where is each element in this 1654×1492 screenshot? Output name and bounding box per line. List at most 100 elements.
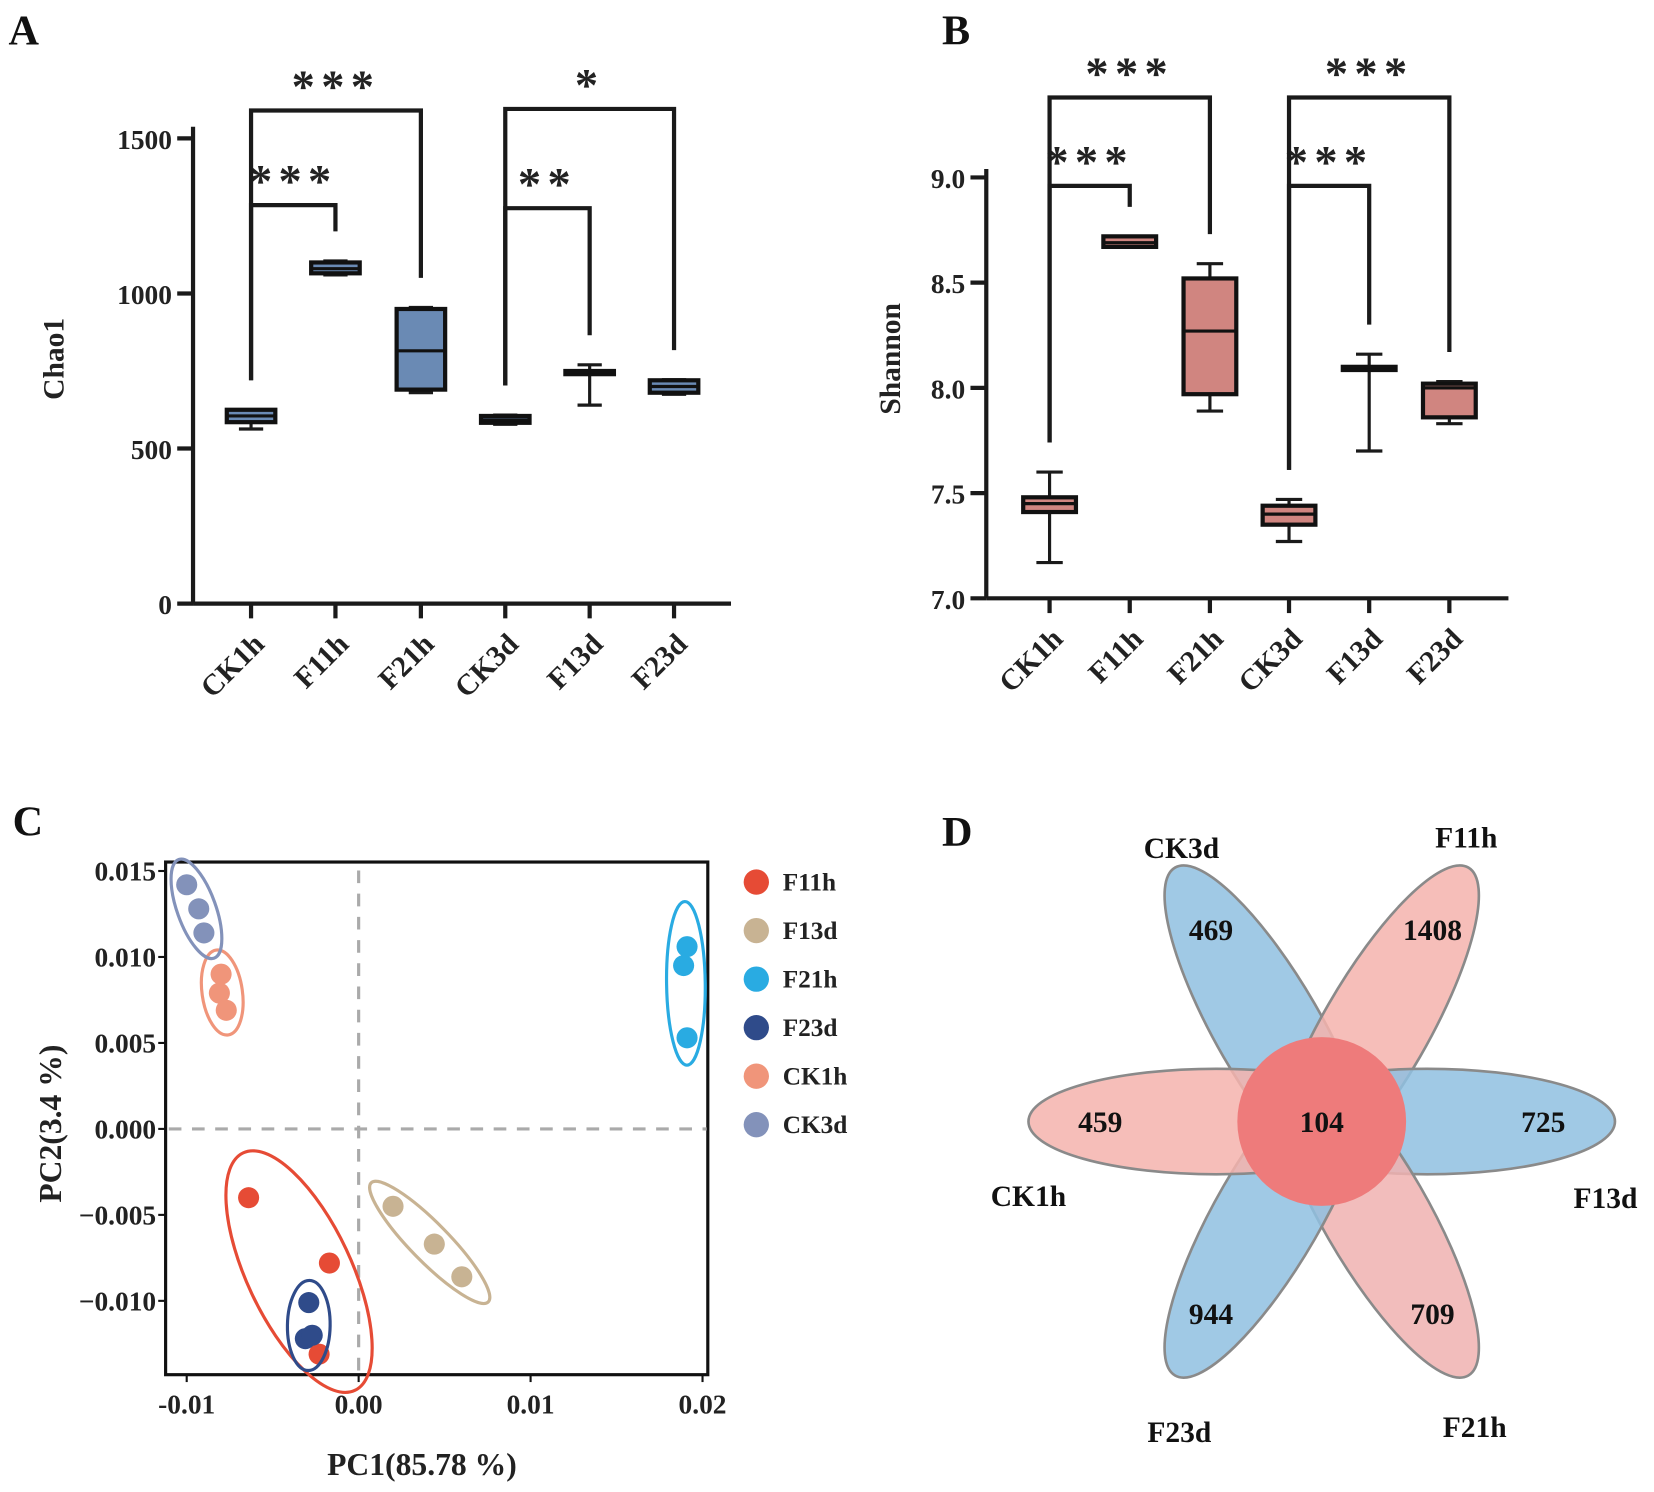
- y-tick-label: 7.5: [931, 480, 965, 510]
- y-tick-label: 0.000: [94, 1114, 156, 1144]
- confidence-ellipse: [169, 857, 224, 961]
- x-tick-label: 0.00: [335, 1390, 383, 1420]
- venn-core: [1237, 1037, 1407, 1206]
- confidence-ellipse: [224, 1149, 374, 1395]
- petal-name: F13d: [1573, 1183, 1638, 1215]
- petal-value: 725: [1521, 1107, 1565, 1139]
- data-point: [318, 1252, 340, 1274]
- data-point: [188, 898, 210, 920]
- petal-name: CK3d: [1144, 833, 1220, 865]
- y-tick-label: −0.005: [79, 1200, 156, 1230]
- core-value: 104: [1300, 1107, 1345, 1139]
- significance-bracket: [248, 202, 338, 381]
- petal-value: 1408: [1403, 915, 1462, 947]
- significance-stars: ***: [1045, 137, 1134, 188]
- data-point: [193, 922, 215, 944]
- y-tick-label: 0: [158, 590, 172, 620]
- y-tick-label: 9.0: [931, 164, 965, 194]
- significance-stars: ***: [1085, 49, 1174, 100]
- y-tick-label: 500: [131, 435, 172, 465]
- x-tick-label: F23d: [626, 628, 694, 696]
- data-point: [382, 1195, 404, 1217]
- significance-bracket: [1047, 95, 1213, 443]
- data-point: [673, 955, 695, 977]
- legend-label: CK1h: [783, 1063, 848, 1091]
- confidence-ellipse: [664, 899, 707, 1067]
- significance-stars: ***: [249, 157, 338, 208]
- plot-frame: [164, 860, 710, 1377]
- confidence-ellipse: [368, 1179, 492, 1306]
- petal-value: 944: [1189, 1299, 1234, 1331]
- shannon-boxplot: 7.0 7.5 8.0 8.5 9.0 CK1h F11h F21h CK3d F13d F23d *…: [931, 49, 1509, 699]
- significance-stars: ***: [292, 62, 381, 113]
- y-tick-label: 0.010: [94, 942, 156, 972]
- x-tick-label: F11h: [288, 628, 355, 695]
- petal-value: 459: [1078, 1107, 1122, 1139]
- legend-marker: [743, 917, 769, 944]
- data-point: [238, 1187, 260, 1209]
- panel-label-c: C: [13, 799, 43, 846]
- significance-stars: ***: [1325, 49, 1414, 100]
- y-tick-label: 7.0: [931, 585, 965, 615]
- x-tick-label: 0.01: [507, 1390, 555, 1420]
- petal-value: 709: [1410, 1299, 1454, 1331]
- significance-stars: **: [518, 160, 577, 211]
- data-point: [423, 1233, 445, 1255]
- y-tick-label: 1000: [117, 280, 172, 310]
- x-tick-label: F13d: [542, 628, 610, 696]
- venn-flower: 469 CK3d 1408 F11h 725 F13d 709 F21h 944 F23d 459 C…: [991, 822, 1638, 1449]
- data-point: [176, 874, 198, 896]
- petal-value: 469: [1189, 915, 1233, 947]
- pcoa-scatter: 0.015 0.010 0.005 0.000 −0.005 −0.010 -0.01 0.0…: [79, 856, 848, 1420]
- shannon-axis-title: Shannon: [875, 303, 907, 415]
- legend-marker: [743, 1014, 769, 1041]
- y-tick-label: 0.005: [94, 1028, 156, 1058]
- confidence-ellipse: [285, 1278, 332, 1373]
- data-point: [676, 936, 698, 958]
- data-point: [215, 999, 237, 1021]
- x-tick-label: CK3d: [1233, 622, 1309, 698]
- legend-marker: [743, 869, 769, 895]
- box: [1181, 276, 1239, 397]
- significance-bracket: [1047, 183, 1132, 443]
- x-tick-label: F13d: [1321, 622, 1389, 690]
- data-point: [451, 1266, 473, 1288]
- y-tick-label: 8.0: [931, 374, 965, 404]
- y-tick-label: 1500: [117, 125, 172, 155]
- significance-bracket: [503, 106, 677, 386]
- x-tick-label: CK3d: [449, 628, 525, 704]
- data-point: [301, 1324, 323, 1346]
- data-point: [298, 1292, 320, 1314]
- x-tick-label: F21h: [1162, 623, 1230, 691]
- legend-label: F11h: [783, 869, 836, 897]
- panel-label-b: B: [942, 8, 970, 55]
- pc2-axis-title: PC2(3.4 %): [33, 1045, 68, 1203]
- legend-marker: [743, 966, 769, 992]
- x-tick-label: F21h: [373, 628, 441, 696]
- panel-label-a: A: [8, 8, 39, 55]
- legend-label: F23d: [783, 1014, 838, 1042]
- significance-bracket: [1286, 183, 1372, 470]
- confidence-ellipse: [199, 948, 245, 1037]
- y-tick-label: 8.5: [931, 269, 965, 299]
- x-tick-label: F11h: [1083, 623, 1150, 690]
- legend-label: CK3d: [783, 1111, 848, 1139]
- panel-label-d: D: [942, 809, 972, 856]
- petal-name: F23d: [1147, 1417, 1212, 1449]
- legend-label: F13d: [783, 917, 838, 945]
- data-point: [210, 963, 232, 985]
- petal-name: F21h: [1443, 1412, 1507, 1444]
- pc1-axis-title: PC1(85.78 %): [327, 1447, 517, 1482]
- x-tick-label: CK1h: [993, 623, 1069, 699]
- x-tick-label: CK1h: [195, 628, 271, 704]
- y-tick-label: 0.015: [94, 856, 156, 886]
- x-tick-label: F23d: [1401, 622, 1469, 690]
- x-tick-label: 0.02: [679, 1390, 727, 1420]
- y-tick-label: −0.010: [79, 1286, 156, 1316]
- data-point: [676, 1027, 698, 1049]
- legend-marker: [743, 1063, 769, 1089]
- data-point: [308, 1343, 330, 1365]
- petal-name: CK1h: [991, 1181, 1066, 1213]
- data-point: [208, 982, 230, 1004]
